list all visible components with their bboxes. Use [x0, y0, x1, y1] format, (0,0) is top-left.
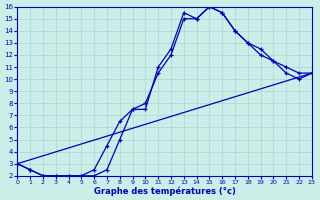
X-axis label: Graphe des températures (°c): Graphe des températures (°c)	[94, 186, 236, 196]
